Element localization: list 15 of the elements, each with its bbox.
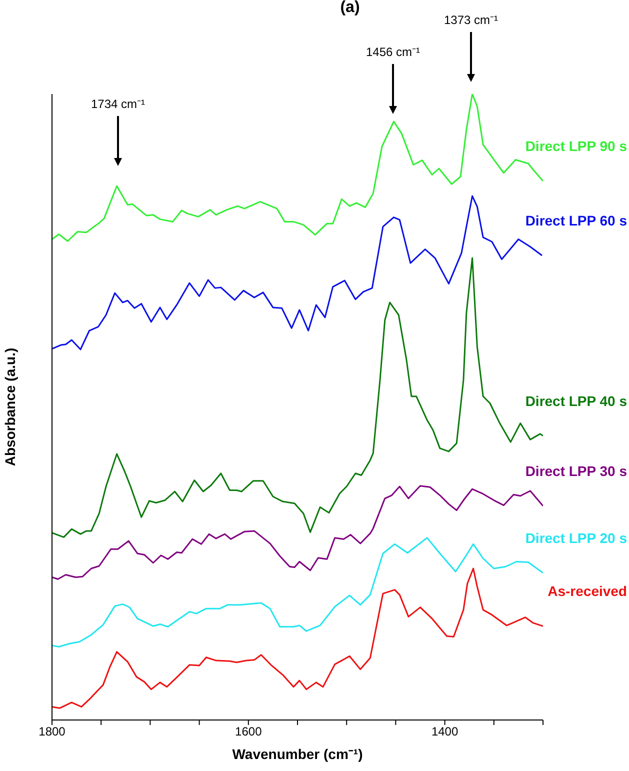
- text: 1373 cm⁻¹: [444, 13, 498, 27]
- series-label: Direct LPP 40 s: [525, 392, 628, 409]
- series-label: As-received: [548, 583, 627, 600]
- series-label: Direct LPP 90 s: [525, 138, 628, 154]
- series-label: Direct LPP 60 s: [525, 212, 628, 229]
- annotation: 1734 cm⁻¹: [90, 97, 146, 111]
- chart-title: (a): [340, 0, 360, 16]
- x-tick-label: 1800: [38, 724, 66, 739]
- x-tick-label: 1600: [235, 724, 262, 739]
- x-tick-label: 1400: [431, 724, 458, 739]
- x-axis-title: Wavenumber (cm⁻¹): [232, 746, 363, 762]
- text: 1456 cm⁻¹: [366, 45, 420, 59]
- series-label: Direct LPP 20 s: [525, 530, 628, 546]
- y-axis-title: Absorbance (a.u.): [2, 348, 18, 466]
- series-label: Direct LPP 30 s: [525, 462, 628, 479]
